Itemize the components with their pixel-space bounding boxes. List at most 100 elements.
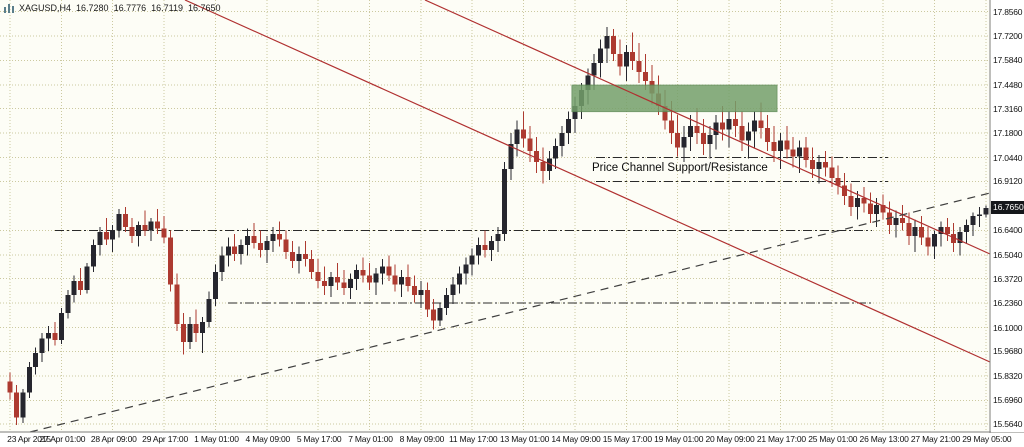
candle-body <box>193 324 199 333</box>
price-tick-label: 16.6400 <box>993 225 1023 236</box>
candle-body <box>65 295 71 314</box>
candle-body <box>469 255 475 265</box>
candle-body <box>20 392 26 418</box>
candle-body <box>720 122 726 130</box>
channel-line-upper <box>424 0 991 255</box>
candle-body <box>482 244 488 251</box>
candle-body <box>732 118 738 126</box>
time-tick-label: 27 May 21:00 <box>910 434 961 444</box>
candle-body <box>983 207 989 215</box>
candle-body <box>784 140 790 150</box>
time-tick-label: 28 Apr 09:00 <box>90 434 137 444</box>
candle-body <box>508 144 514 170</box>
candle-body <box>424 289 430 310</box>
price-tick-label: 16.3720 <box>993 273 1023 284</box>
candle-body <box>533 151 539 162</box>
candle-body <box>931 234 937 247</box>
candle-body <box>617 54 623 67</box>
candle-body <box>450 284 456 296</box>
candle-body <box>90 244 96 267</box>
candle-body <box>816 162 822 170</box>
candle-body <box>489 241 494 251</box>
candle-body <box>309 259 315 272</box>
time-tick-label: 20 May 09:00 <box>705 434 755 444</box>
candle-body <box>405 277 411 287</box>
candle-body <box>264 241 270 251</box>
candle-body <box>277 234 283 240</box>
time-tick-label: 29 Apr 17:00 <box>142 434 188 444</box>
time-tick-label: 25 May 01:00 <box>808 434 858 444</box>
candle-body <box>662 106 668 121</box>
time-tick-label: 19 May 01:00 <box>654 434 704 444</box>
candle-body <box>476 244 482 256</box>
price-tick-label: 16.1000 <box>993 322 1023 333</box>
price-tick-label: 15.5640 <box>993 419 1023 430</box>
candle-body <box>33 352 39 368</box>
candle-body <box>360 270 366 276</box>
candle-body <box>386 266 392 276</box>
price-tick-label: 15.8320 <box>993 370 1023 381</box>
candle-body <box>829 167 835 179</box>
candle-body <box>810 160 815 170</box>
candle-body <box>392 275 398 285</box>
candle-body <box>373 273 379 283</box>
candle-body <box>681 136 687 148</box>
candle-body <box>155 221 161 229</box>
candle-body <box>598 48 604 63</box>
price-tick-label: 17.4480 <box>993 79 1023 90</box>
candle-body <box>835 178 841 186</box>
candle-body <box>58 313 64 341</box>
candle-body <box>97 232 103 245</box>
candle-body <box>161 228 167 238</box>
candle-body <box>257 243 263 251</box>
candle-body <box>591 63 597 76</box>
candle-body <box>26 367 32 393</box>
close-price: 16.7650 <box>187 3 221 13</box>
candle-body <box>771 142 777 152</box>
price-tick-label: 17.1800 <box>993 128 1023 139</box>
candle-body <box>797 147 803 157</box>
chart-icon <box>4 4 14 13</box>
candle-body <box>71 280 77 296</box>
candle-body <box>765 127 771 143</box>
candle-body <box>572 106 578 119</box>
candle-body <box>803 147 809 161</box>
candle-body <box>970 216 976 225</box>
candle-body <box>559 133 565 146</box>
candle-body <box>668 120 674 134</box>
candle-body <box>822 162 828 168</box>
time-axis[interactable]: 23 Apr 2015 27 Apr 01:00 28 Apr 09:00 29 Ap… <box>0 433 1024 447</box>
candle-body <box>976 214 982 216</box>
candle-body <box>777 140 783 152</box>
candle-body <box>707 135 713 144</box>
time-tick-label: 13 May 01:00 <box>500 434 550 444</box>
channel-line-lower <box>184 0 991 363</box>
candle-body <box>745 131 751 141</box>
candle-body <box>431 309 437 321</box>
candle-body <box>688 126 694 137</box>
candle-body <box>354 270 360 279</box>
candle-body <box>110 230 116 240</box>
candle-body <box>899 217 905 224</box>
high-price: 16.7776 <box>113 3 147 13</box>
candle-body <box>463 264 469 274</box>
price-tick-label: 17.5840 <box>993 55 1023 66</box>
candle-body <box>521 129 527 139</box>
candle-body <box>527 138 533 152</box>
current-price-label: 16.7650 <box>991 201 1024 215</box>
candle-body <box>418 289 424 296</box>
low-price: 16.7119 <box>151 3 183 13</box>
candle-body <box>232 246 238 254</box>
candle-body <box>925 237 931 247</box>
candle-body <box>78 280 84 290</box>
candle-body <box>200 322 206 333</box>
ascending-trendline <box>29 192 991 433</box>
candle-body <box>7 381 13 393</box>
candle-body <box>675 133 681 148</box>
price-axis[interactable]: 17.8560 17.7200 17.5840 17.4480 17.3160 17.18… <box>991 0 1024 432</box>
price-tick-label: 17.0440 <box>993 152 1023 163</box>
time-tick-label: 1 May 01:00 <box>194 434 239 444</box>
time-tick-label: 14 May 09:00 <box>551 434 601 444</box>
